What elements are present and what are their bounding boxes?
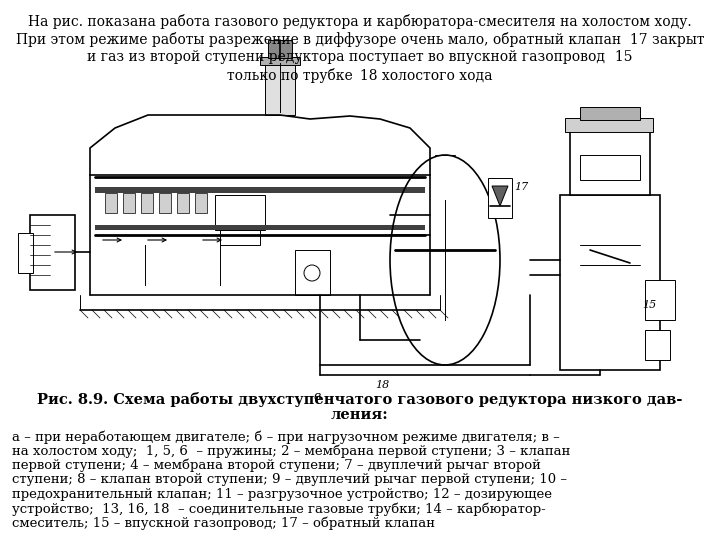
Bar	[95, 225, 425, 230]
Bar	[580, 155, 640, 180]
Bar	[18, 233, 33, 273]
Circle shape	[304, 265, 320, 281]
Bar	[268, 40, 292, 58]
Text: При этом режиме работы разрежение в диффузоре очень мало, обратный клапан  17 за: При этом режиме работы разрежение в дифф…	[16, 32, 704, 47]
Text: 18: 18	[375, 380, 390, 390]
Bar	[488, 178, 512, 218]
Text: и газ из второй ступени редуктора поступает во впускной газопровод   15: и газ из второй ступени редуктора поступ…	[87, 50, 633, 64]
Text: ления:: ления:	[331, 408, 389, 422]
Text: 17: 17	[514, 182, 528, 192]
Bar	[570, 130, 650, 195]
Bar	[215, 195, 265, 230]
Bar	[265, 60, 295, 115]
Bar	[565, 118, 653, 132]
Text: первой ступени; 4 – мембрана второй ступени; 7 – двуплечий рычаг второй: первой ступени; 4 – мембрана второй ступ…	[12, 459, 541, 472]
Bar	[177, 193, 189, 213]
Bar	[260, 57, 300, 65]
Bar	[195, 193, 207, 213]
Bar	[580, 107, 640, 120]
Bar	[295, 250, 330, 295]
Text: предохранительный клапан; 11 – разгрузочное устройство; 12 – дозирующее: предохранительный клапан; 11 – разгрузоч…	[12, 488, 552, 501]
Text: на холостом ходу;  1, 5, 6  – пружины; 2 – мембрана первой ступени; 3 – клапан: на холостом ходу; 1, 5, 6 – пружины; 2 –…	[12, 444, 570, 458]
Bar	[105, 193, 117, 213]
Text: в: в	[313, 390, 320, 403]
Text: смеситель; 15 – впускной газопровод; 17 – обратный клапан: смеситель; 15 – впускной газопровод; 17 …	[12, 517, 435, 530]
Text: а – при неработающем двигателе; б – при нагрузочном режиме двигателя; в –: а – при неработающем двигателе; б – при …	[12, 430, 559, 443]
Bar	[220, 230, 260, 245]
Text: Рис. 8.9. Схема работы двухступенчатого газового редуктора низкого дав-: Рис. 8.9. Схема работы двухступенчатого …	[37, 392, 683, 407]
Bar	[95, 187, 425, 193]
Polygon shape	[492, 186, 508, 206]
Bar	[141, 193, 153, 213]
Bar	[159, 193, 171, 213]
Bar	[30, 215, 75, 290]
Bar	[645, 330, 670, 360]
Bar	[645, 280, 675, 320]
Text: На рис. показана работа газового редуктора и карбюратора-смесителя на холостом х: На рис. показана работа газового редукто…	[28, 14, 692, 29]
Text: 15: 15	[642, 300, 656, 310]
Text: ступени; 8 – клапан второй ступени; 9 – двуплечий рычаг первой ступени; 10 –: ступени; 8 – клапан второй ступени; 9 – …	[12, 474, 567, 487]
Bar	[560, 195, 660, 370]
Bar	[123, 193, 135, 213]
Text: устройство;  13, 16, 18  – соединительные газовые трубки; 14 – карбюратор-: устройство; 13, 16, 18 – соединительные …	[12, 503, 546, 516]
Text: только по трубке  18 холостого хода: только по трубке 18 холостого хода	[228, 68, 492, 83]
